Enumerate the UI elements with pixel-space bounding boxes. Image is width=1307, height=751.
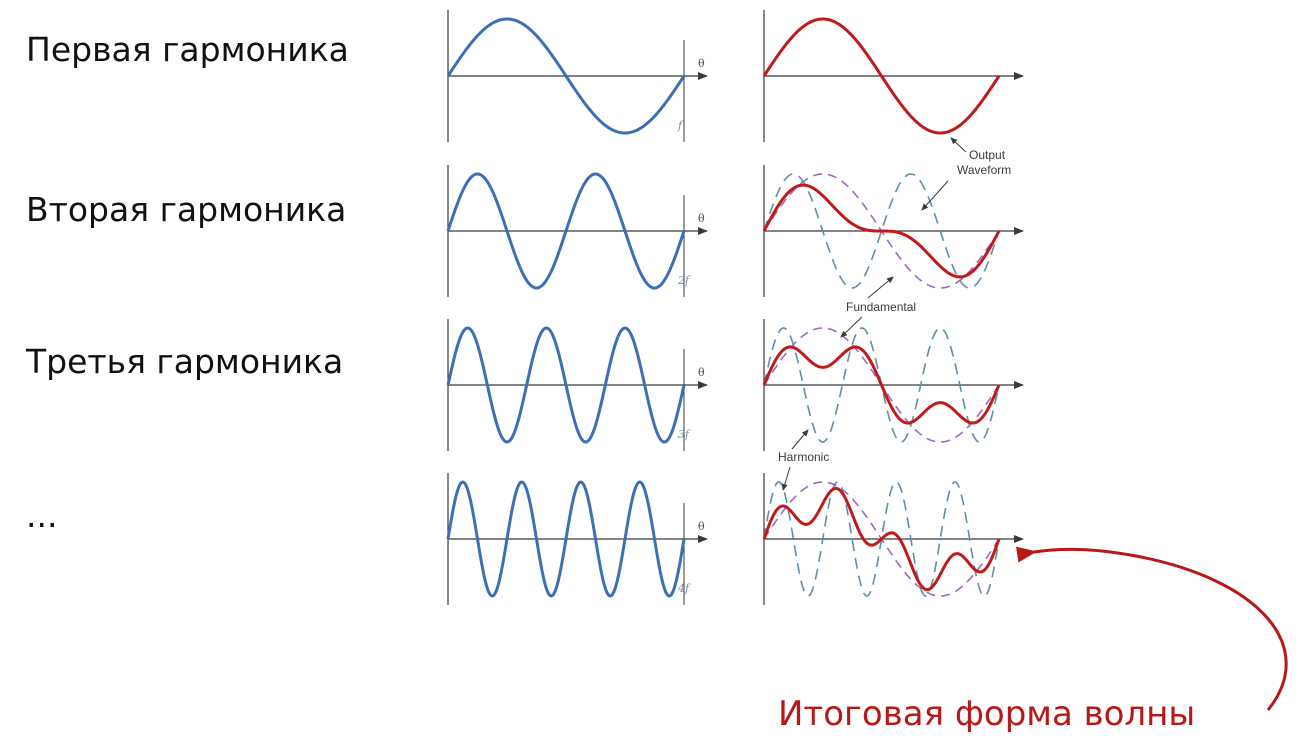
harmonic-panel-3: θ 3f <box>446 319 708 451</box>
harmonic-panel-4: θ 4f <box>446 473 708 605</box>
output-waveform-pointer-1 <box>950 137 967 153</box>
harmonic-pointer-up <box>791 429 809 450</box>
row-label-first-harmonic: Первая гармоника <box>26 30 349 69</box>
output-wave-3 <box>762 345 1001 425</box>
output-waveform-label-line1: Output <box>969 148 1006 162</box>
frequency-label: f <box>677 119 684 132</box>
harmonic-panel-2: θ 2f <box>446 165 708 297</box>
harmonic-label: Harmonic <box>778 450 829 464</box>
harmonic-wave-3 <box>446 326 686 444</box>
output-wave-4 <box>762 486 1001 592</box>
fundamental-pointer-down <box>840 316 863 338</box>
fundamental-label: Fundamental <box>846 300 916 314</box>
result-pointer-arrow <box>1015 546 1288 711</box>
annotation-layer: Output Waveform Fundamental Harmonic <box>778 137 1288 711</box>
output-waveform-pointer-2 <box>921 180 949 211</box>
theta-axis-label: θ <box>698 57 705 70</box>
row-label-third-harmonic: Третья гармоника <box>26 342 344 381</box>
frequency-label: 3f <box>678 428 691 441</box>
output-wave-1 <box>762 17 1001 135</box>
frequency-label: 4f <box>677 582 691 595</box>
sum-panel-2 <box>762 165 1024 297</box>
fundamental-pointer-up <box>867 276 894 299</box>
row-label-ellipsis: ... <box>26 496 58 535</box>
frequency-label: 2f <box>677 274 691 287</box>
theta-axis-label: θ <box>698 520 705 533</box>
harmonic-dashed-wave-2 <box>763 173 1000 289</box>
sum-panel-3 <box>762 319 1024 451</box>
sum-panel-1 <box>762 10 1024 142</box>
output-waveform-label-line2: Waveform <box>957 163 1011 177</box>
theta-axis-label: θ <box>698 366 705 379</box>
harmonic-wave-1 <box>446 17 686 135</box>
sum-panels <box>762 10 1024 605</box>
harmonic-wave-2 <box>446 172 686 290</box>
harmonic-wave-4 <box>446 480 686 598</box>
harmonic-pointer-down <box>781 466 791 491</box>
sum-panel-4 <box>762 473 1024 605</box>
output-wave-2 <box>762 183 1001 279</box>
harmonic-panel-1: θf <box>446 10 708 142</box>
row-label-second-harmonic: Вторая гармоника <box>26 190 347 229</box>
theta-axis-label: θ <box>698 212 705 225</box>
result-caption: Итоговая форма волны <box>778 694 1196 734</box>
